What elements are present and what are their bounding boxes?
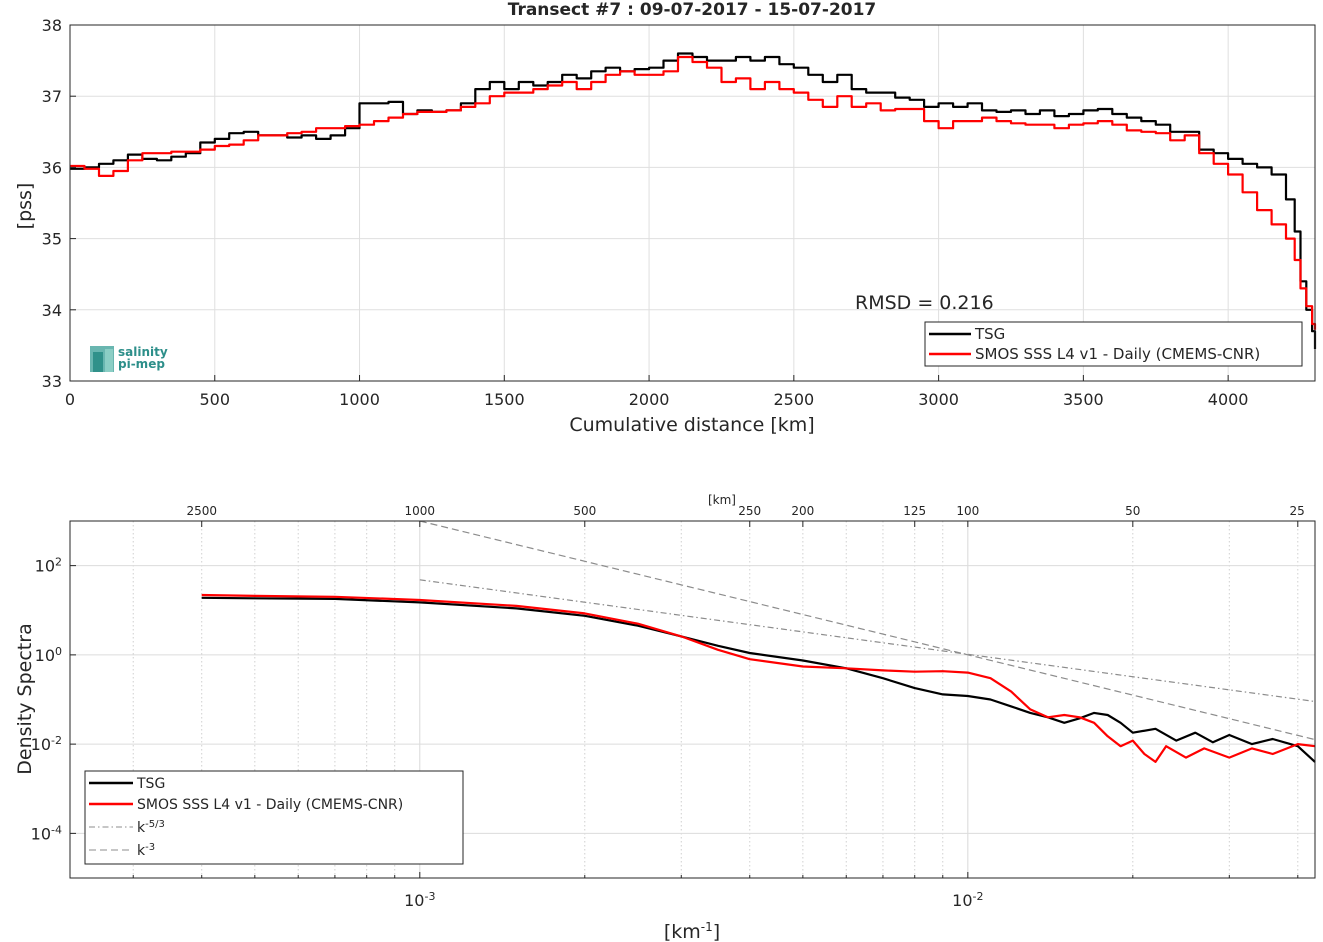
bot-series-line-3 <box>419 520 1316 741</box>
top-tick-label-y-34: 34 <box>42 301 62 320</box>
bot-top-tick-label-2500: 2500 <box>186 504 217 518</box>
top-tick-label-y-33: 33 <box>42 372 62 391</box>
top-series-line-1 <box>70 55 1317 330</box>
top-tick-label-x-3500: 3500 <box>1063 390 1104 409</box>
top-tick-label-x-3000: 3000 <box>918 390 959 409</box>
bottom-legend-label-k3: k-3 <box>137 842 155 860</box>
top-chart-title: Transect #7 : 09-07-2017 - 15-07-2017 <box>508 0 877 20</box>
top-tick-label-y-36: 36 <box>42 158 62 177</box>
top-legend-label-smos: SMOS SSS L4 v1 - Daily (CMEMS-CNR) <box>975 345 1260 363</box>
top-legend-box <box>924 321 1303 367</box>
top-chart-axes-box <box>69 24 1316 382</box>
top-chart-xlabel: Cumulative distance [km] <box>569 414 814 436</box>
top-legend-label-tsg: TSG <box>974 325 1005 343</box>
bottom-legend-label-tsg: TSG <box>136 776 165 792</box>
logo-text-line1: salinity <box>118 345 168 359</box>
top-chart-legend: TSG SMOS SSS L4 v1 - Daily (CMEMS-CNR) <box>924 321 1303 367</box>
bot-tick-label-y--2: 10-2 <box>31 734 62 755</box>
bot-top-tick-label-500: 500 <box>573 504 596 518</box>
bottom-chart-top-axis-label: [km] <box>708 493 736 507</box>
bot-tick-label-y--4: 10-4 <box>31 823 62 844</box>
bot-tick-label-y-0: 100 <box>35 644 62 665</box>
bottom-legend-label-k53: k-5/3 <box>137 819 165 837</box>
bot-top-tick-label-50: 50 <box>1125 504 1140 518</box>
top-tick-label-x-4000: 4000 <box>1208 390 1249 409</box>
bottom-chart-series <box>201 520 1316 763</box>
top-tick-label-x-1500: 1500 <box>484 390 525 409</box>
bot-top-tick-label-100: 100 <box>956 504 979 518</box>
bot-tick-label-y-2: 102 <box>35 555 62 576</box>
top-chart-ticks: 0 500 1000 1500 2000 2500 3000 3500 4000 33 34 35 36… <box>42 16 1249 409</box>
bot-top-tick-label-25: 25 <box>1290 504 1305 518</box>
bottom-chart-ticks: 10-4 10-2 100 102 10-3 10-2 <box>31 555 1299 911</box>
bot-top-tick-label-200: 200 <box>791 504 814 518</box>
bottom-legend-label-smos: SMOS SSS L4 v1 - Daily (CMEMS-CNR) <box>137 797 403 813</box>
top-tick-label-x-2500: 2500 <box>773 390 814 409</box>
bottom-chart-top-axis: 2500 1000 500 250 200 125 100 50 25 <box>186 504 1305 527</box>
bot-series-line-0 <box>201 596 1316 763</box>
top-chart: 0 500 1000 1500 2000 2500 3000 3500 4000 33 34 35 36… <box>14 0 1317 436</box>
top-tick-label-x-0: 0 <box>65 390 75 409</box>
bot-top-tick-label-1000: 1000 <box>405 504 436 518</box>
top-tick-label-x-1000: 1000 <box>339 390 380 409</box>
top-series-line-0 <box>70 52 1317 349</box>
top-tick-label-x-500: 500 <box>199 390 230 409</box>
bottom-chart-ylabel: Density Spectra <box>14 623 36 774</box>
top-tick-label-x-2000: 2000 <box>629 390 670 409</box>
bot-top-tick-label-125: 125 <box>903 504 926 518</box>
bot-series-line-2 <box>419 579 1316 703</box>
top-chart-ylabel: [pss] <box>14 183 36 230</box>
logo-text-line2: pi-mep <box>118 357 165 371</box>
bottom-chart-xlabel: [km-1] <box>664 920 720 942</box>
bot-top-tick-label-250: 250 <box>738 504 761 518</box>
bottom-chart: 10-4 10-2 100 102 10-3 10-2 2500 1000 500 250 200… <box>14 493 1316 942</box>
top-chart-series <box>70 52 1317 349</box>
salinity-pi-mep-logo: salinity pi-mep <box>90 345 168 372</box>
top-tick-label-y-35: 35 <box>42 230 62 249</box>
bottom-chart-axes-box <box>69 520 1316 879</box>
bottom-legend-box <box>84 770 464 865</box>
top-tick-label-y-37: 37 <box>42 87 62 106</box>
bottom-chart-legend: TSG SMOS SSS L4 v1 - Daily (CMEMS-CNR) k… <box>84 770 464 865</box>
bot-series-line-1 <box>201 593 1316 763</box>
top-tick-label-y-38: 38 <box>42 16 62 35</box>
bot-tick-label-x--3: 10-3 <box>404 890 435 911</box>
bot-tick-label-x--2: 10-2 <box>952 890 983 911</box>
rmsd-annotation: RMSD = 0.216 <box>855 292 994 314</box>
